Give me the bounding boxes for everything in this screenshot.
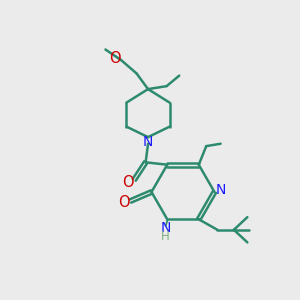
Text: N: N <box>143 135 153 148</box>
Text: N: N <box>216 183 226 196</box>
Text: N: N <box>160 221 171 235</box>
Text: H: H <box>161 230 170 243</box>
Text: O: O <box>118 195 130 210</box>
Text: O: O <box>122 175 134 190</box>
Text: O: O <box>109 51 120 66</box>
